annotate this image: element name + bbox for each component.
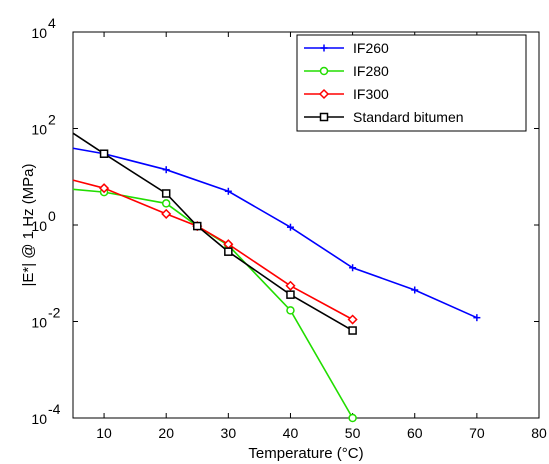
- data-point: [161, 199, 171, 208]
- data-point: [286, 306, 295, 315]
- legend-swatch-marker: [319, 112, 329, 122]
- data-point: [348, 326, 357, 335]
- x-tick-label: 60: [407, 425, 423, 441]
- x-axis: 10 20 30 40 50 60 70 80: [96, 32, 547, 441]
- x-axis-title: Temperature (°C): [248, 445, 363, 462]
- data-point: [286, 290, 295, 299]
- data-point: [224, 247, 233, 256]
- y-tick-exponent: 2: [48, 112, 56, 128]
- legend-label: Standard bitumen: [353, 109, 464, 125]
- x-tick-label: 10: [96, 425, 112, 441]
- legend-item: IF300: [304, 86, 389, 102]
- y-tick-label: 10: [31, 411, 47, 427]
- x-tick-label: 20: [158, 425, 174, 441]
- x-tick-label: 30: [221, 425, 237, 441]
- legend-box: [296, 34, 527, 132]
- series-line: [72, 147, 478, 319]
- legend-label: IF300: [353, 86, 389, 102]
- y-tick-exponent: -4: [48, 401, 61, 417]
- legend-swatch-marker: [320, 44, 328, 52]
- x-tick-label: 70: [469, 425, 485, 441]
- y-tick-exponent: 4: [48, 15, 56, 31]
- data-point: [411, 286, 419, 294]
- legend-item: Standard bitumen: [304, 109, 464, 125]
- data-point: [285, 280, 296, 291]
- legend-swatch-marker: [319, 66, 329, 76]
- x-tick-label: 40: [283, 425, 299, 441]
- data-point: [99, 183, 110, 194]
- legend-item: IF260: [304, 40, 389, 56]
- data-point: [348, 413, 357, 423]
- data-point: [473, 314, 481, 322]
- legend-swatch-marker: [318, 88, 330, 100]
- legend-label: IF260: [353, 40, 389, 56]
- data-point: [349, 264, 357, 272]
- y-tick-exponent: 0: [48, 208, 56, 224]
- y-tick-label: 10: [31, 218, 47, 234]
- data-point: [347, 314, 358, 325]
- y-tick-label: 10: [31, 122, 47, 138]
- data-point: [161, 208, 172, 219]
- data-point: [286, 223, 294, 231]
- x-tick-label: 80: [531, 425, 547, 441]
- series-standard-bitumen: [72, 132, 357, 335]
- y-tick-label: 10: [31, 315, 47, 331]
- data-point: [224, 187, 232, 195]
- legend-item: IF280: [304, 63, 389, 79]
- data-point: [99, 149, 109, 158]
- y-tick-label: 10: [31, 25, 47, 41]
- series-layer: [72, 132, 481, 423]
- legend: IF260 IF280 IF300 Standard bitumen: [296, 34, 527, 132]
- y-tick-exponent: -2: [48, 305, 61, 321]
- data-point: [162, 166, 170, 174]
- data-point: [193, 221, 202, 231]
- series-if260: [72, 147, 481, 322]
- y-axis-title: |E*| @ 1 Hz (MPa): [20, 163, 37, 286]
- data-point: [161, 189, 171, 198]
- x-tick-label: 50: [345, 425, 361, 441]
- legend-label: IF280: [353, 63, 389, 79]
